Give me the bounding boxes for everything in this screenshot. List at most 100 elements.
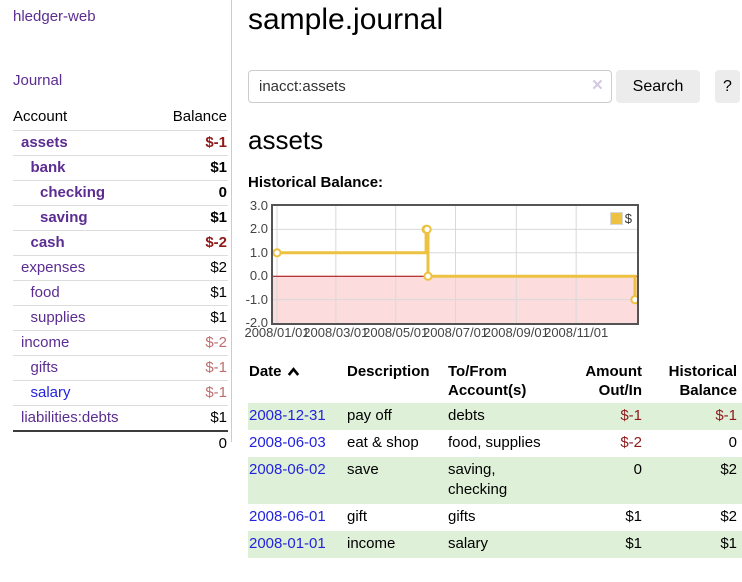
register-balance-cell: $2: [720, 508, 737, 525]
accounts-header-account: Account: [13, 108, 68, 125]
account-name-cell: salary: [13, 381, 154, 406]
x-tick-label: 2008/11/01: [544, 325, 609, 340]
account-link-checking[interactable]: checking: [40, 184, 106, 201]
register-accounts-cell: salary: [448, 535, 489, 552]
account-row: checking 0: [13, 180, 228, 206]
chart-plot-area[interactable]: $: [271, 204, 639, 325]
account-link-food[interactable]: food: [30, 284, 60, 301]
register-description-cell: pay off: [347, 407, 392, 424]
account-balance: $2: [210, 259, 227, 276]
data-point-marker: [422, 224, 432, 234]
account-name-cell: gifts: [13, 356, 154, 381]
register-header-description: Description: [347, 363, 430, 380]
account-row: saving $1: [13, 205, 228, 231]
register-date-link[interactable]: 2008-12-31: [249, 407, 326, 424]
accounts-header-balance: Balance: [172, 108, 227, 125]
data-point-marker: [273, 248, 282, 258]
y-tick-label: 1.0: [249, 244, 268, 260]
y-tick-label: 3.0: [249, 198, 268, 213]
register-row: 2008-06-03 eat & shop food, supplies $-2 0: [248, 430, 742, 457]
sidebar-item-journal[interactable]: Journal: [13, 72, 63, 89]
register-header-date[interactable]: Date: [248, 358, 346, 403]
account-link-gifts[interactable]: gifts: [30, 359, 59, 376]
search-input[interactable]: [248, 70, 612, 103]
register-amount-cell: $-1: [620, 407, 642, 424]
accounts-total-value: 0: [218, 435, 227, 452]
account-row: expenses $2: [13, 255, 228, 281]
balance-chart: $ 3.0 2.0 1.0 0.0 -1.0 -2.0 2008/01/01 2008/03/…: [238, 198, 642, 346]
account-link-income[interactable]: income: [21, 334, 70, 351]
account-row: gifts $-1: [13, 355, 228, 381]
sidebar: hledger-web Journal Account Balance asse…: [0, 0, 232, 452]
account-link-supplies[interactable]: supplies: [30, 309, 86, 326]
register-date-link[interactable]: 2008-01-01: [249, 535, 326, 552]
account-link-salary[interactable]: salary: [30, 384, 71, 401]
register-header-row: Date Description To/From Account(s) Amou…: [248, 358, 742, 403]
y-tick-label: -2.0: [245, 315, 268, 330]
search-button[interactable]: Search: [616, 70, 700, 103]
account-name-cell: expenses: [13, 256, 154, 281]
account-link-bank[interactable]: bank: [30, 159, 66, 176]
account-balance: $-2: [205, 234, 227, 251]
account-row: bank $1: [13, 155, 228, 181]
register-header-amount: Amount Out/In: [585, 363, 642, 399]
register-amount-cell: $1: [625, 535, 642, 552]
account-name-cell: food: [13, 281, 154, 306]
chart-legend: $: [608, 210, 633, 227]
register-balance-cell: $1: [720, 535, 737, 552]
clear-search-icon[interactable]: ×: [591, 75, 603, 96]
account-balance: $1: [210, 409, 227, 426]
account-link-expenses[interactable]: expenses: [21, 259, 86, 276]
accounts-total-spacer: [13, 431, 154, 456]
register-accounts-cell: saving, checking: [448, 461, 508, 498]
x-tick-label: 2008/09/01: [483, 325, 549, 340]
register-date-cell: 2008-06-03: [248, 430, 346, 457]
register-row: 2008-06-01 gift gifts $1 $2: [248, 504, 742, 531]
x-tick-label: 2008/01/01: [244, 325, 310, 340]
register-balance-cell: 0: [728, 434, 737, 451]
account-row: supplies $1: [13, 305, 228, 331]
help-button[interactable]: ?: [715, 70, 740, 103]
chart-title: Historical Balance:: [248, 174, 384, 191]
accounts-total-row: 0: [13, 431, 228, 456]
account-name-cell: bank: [13, 156, 154, 181]
account-link-assets[interactable]: assets: [21, 134, 68, 151]
y-tick-label: 0.0: [249, 268, 268, 284]
register-date-link[interactable]: 2008-06-03: [249, 434, 326, 451]
account-name-cell: liabilities:debts: [13, 406, 154, 432]
chart-canvas: [273, 206, 637, 323]
account-name-cell: cash: [13, 231, 154, 256]
y-tick-label: 2.0: [249, 221, 268, 237]
register-balance-cell: $2: [720, 461, 737, 478]
account-balance: $1: [210, 209, 227, 226]
register-amount-cell: 0: [633, 461, 642, 478]
accounts-header-row: Account Balance: [13, 103, 228, 131]
register-description-cell: save: [347, 461, 379, 478]
register-amount-cell: $-2: [620, 434, 642, 451]
register-header-balance: Historical Balance: [668, 363, 737, 399]
account-balance: $1: [210, 159, 227, 176]
account-link-saving[interactable]: saving: [40, 209, 88, 226]
register-row: 2008-12-31 pay off debts $-1 $-1: [248, 403, 742, 430]
legend-swatch-icon: [609, 212, 623, 225]
account-row: liabilities:debts $1: [13, 405, 228, 432]
account-row: cash $-2: [13, 230, 228, 256]
brand-link[interactable]: hledger-web: [13, 8, 96, 25]
accounts-table: Account Balance assets $-1 bank $1 checking 0…: [13, 103, 228, 456]
account-row: food $1: [13, 280, 228, 306]
account-link-liabilities-debts[interactable]: liabilities:debts: [21, 409, 119, 426]
register-accounts-cell: debts: [448, 407, 485, 424]
register-date-link[interactable]: 2008-06-01: [249, 508, 326, 525]
account-balance: $-2: [205, 334, 227, 351]
data-point-marker: [423, 271, 433, 281]
register-row: 2008-06-02 save saving, checking 0 $2: [248, 457, 742, 504]
account-name-cell: assets: [13, 131, 154, 156]
page-title: sample.journal: [248, 3, 444, 36]
register-table: Date Description To/From Account(s) Amou…: [248, 358, 742, 558]
register-date-link[interactable]: 2008-06-02: [249, 461, 326, 478]
account-balance: $-1: [205, 384, 227, 401]
account-row: assets $-1: [13, 130, 228, 156]
account-balance: 0: [218, 184, 227, 201]
account-link-cash[interactable]: cash: [30, 234, 65, 251]
register-header-accounts: To/From Account(s): [448, 363, 527, 399]
